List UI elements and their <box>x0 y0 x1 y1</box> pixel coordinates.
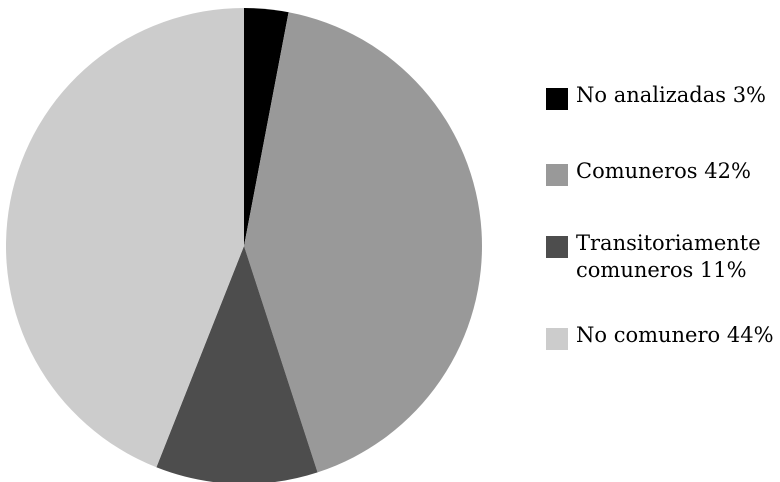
pie-plot <box>5 7 482 482</box>
legend-swatch-2 <box>546 236 568 258</box>
legend-item-1: Comuneros 42% <box>546 158 751 186</box>
pie-slice-2 <box>156 246 318 482</box>
pie-slice-3 <box>5 7 245 468</box>
legend-item-2: Transitoriamente comuneros 11% <box>546 230 761 284</box>
legend-label-2: Transitoriamente comuneros 11% <box>576 231 761 282</box>
legend-label-0: No analizadas 3% <box>576 83 767 107</box>
legend-swatch-0 <box>546 88 568 110</box>
legend-item-0: No analizadas 3% <box>546 82 766 110</box>
legend-label-3: No comunero 44% <box>576 323 774 347</box>
legend-swatch-1 <box>546 164 568 186</box>
legend-swatch-3 <box>546 328 568 350</box>
legend-item-3: No comunero 44% <box>546 322 774 350</box>
pie-slice-1 <box>244 12 482 473</box>
legend-label-1: Comuneros 42% <box>576 159 751 183</box>
pie-slice-0 <box>244 8 289 246</box>
